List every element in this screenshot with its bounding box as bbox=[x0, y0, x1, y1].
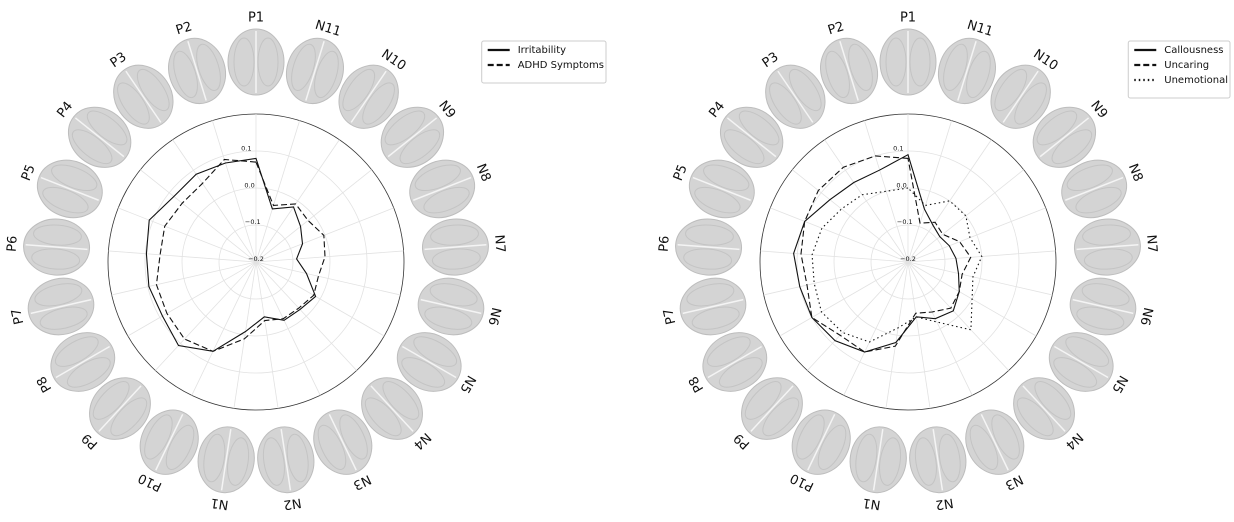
category-label: N8 bbox=[473, 162, 494, 184]
category-label: N1 bbox=[210, 495, 230, 513]
category-label: N2 bbox=[934, 495, 954, 513]
legend-label: Callousness bbox=[1164, 45, 1223, 56]
category-label: P6 bbox=[5, 235, 21, 252]
radar-line bbox=[801, 156, 971, 352]
brain-thumbnail bbox=[675, 272, 752, 341]
brain-thumbnail bbox=[674, 217, 744, 278]
r-tick-label: 0.0 bbox=[244, 181, 254, 189]
category-label: P2 bbox=[826, 19, 846, 38]
radar-panel: −0.2−0.10.00.1P1P2P3P4P5P6P7P8P9P10N1N2N… bbox=[5, 11, 606, 513]
r-tick-label: −0.2 bbox=[248, 255, 264, 263]
category-label: P5 bbox=[671, 163, 691, 183]
radar-line bbox=[146, 158, 315, 351]
brain-thumbnail bbox=[905, 423, 970, 497]
radar-line bbox=[812, 188, 982, 342]
brain-thumbnail bbox=[880, 29, 936, 95]
r-tick-label: 0.1 bbox=[241, 144, 251, 152]
category-label: P3 bbox=[108, 50, 130, 71]
r-tick-label: −0.1 bbox=[245, 218, 261, 226]
radar-panel: −0.2−0.10.00.1P1P2P3P4P5P6P7P8P9P10N1N2N… bbox=[657, 11, 1230, 513]
brain-thumbnail bbox=[23, 272, 100, 341]
brain-thumbnail bbox=[1072, 217, 1142, 278]
radar-line bbox=[794, 155, 960, 352]
legend-label: ADHD Symptoms bbox=[518, 60, 604, 71]
category-label: P8 bbox=[34, 373, 55, 394]
r-tick-label: 0.1 bbox=[893, 144, 903, 152]
category-label: N11 bbox=[965, 18, 995, 40]
legend: Callousness Uncaring Unemotional bbox=[1128, 41, 1230, 98]
brain-thumbnail bbox=[846, 423, 911, 497]
brain-thumbnail bbox=[1065, 272, 1142, 341]
category-label: N11 bbox=[313, 18, 343, 40]
legend-label: Unemotional bbox=[1164, 75, 1228, 86]
category-label: N3 bbox=[351, 471, 374, 492]
legend: Irritability ADHD Symptoms bbox=[482, 41, 606, 83]
r-tick-label: −0.1 bbox=[897, 218, 913, 226]
category-label: N3 bbox=[1003, 471, 1026, 492]
r-tick-label: 0.0 bbox=[896, 181, 906, 189]
category-label: N6 bbox=[1137, 306, 1156, 327]
category-label: N6 bbox=[485, 306, 504, 327]
category-label: N2 bbox=[282, 495, 302, 513]
category-label: P5 bbox=[19, 163, 39, 183]
legend-label: Uncaring bbox=[1164, 60, 1209, 71]
category-label: N7 bbox=[1143, 234, 1159, 253]
category-label: P2 bbox=[174, 19, 194, 38]
category-label: N7 bbox=[491, 234, 507, 253]
legend-label: Irritability bbox=[518, 45, 566, 56]
category-label: P8 bbox=[686, 373, 707, 394]
category-label: P7 bbox=[661, 307, 679, 326]
category-label: N1 bbox=[862, 495, 882, 513]
category-label: N8 bbox=[1125, 162, 1146, 184]
category-label: P1 bbox=[248, 11, 264, 26]
brain-thumbnail bbox=[253, 423, 318, 497]
brain-thumbnail bbox=[228, 29, 284, 95]
brain-thumbnail bbox=[194, 423, 259, 497]
category-label: P3 bbox=[760, 50, 782, 71]
figure: −0.2−0.10.00.1P1P2P3P4P5P6P7P8P9P10N1N2N… bbox=[0, 0, 1234, 518]
category-label: P7 bbox=[9, 307, 27, 326]
category-label: P6 bbox=[657, 235, 673, 252]
brain-thumbnail bbox=[420, 217, 490, 278]
r-tick-label: −0.2 bbox=[900, 255, 916, 263]
brain-thumbnail bbox=[413, 272, 490, 341]
category-label: P1 bbox=[900, 11, 916, 26]
brain-thumbnail bbox=[22, 217, 92, 278]
